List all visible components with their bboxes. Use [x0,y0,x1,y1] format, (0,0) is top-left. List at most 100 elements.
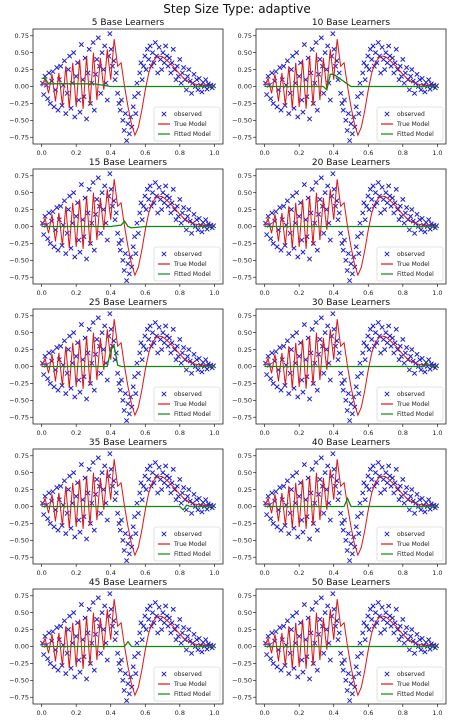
observed-point [331,46,337,52]
observed-point [335,357,341,363]
observed-point [134,500,140,506]
true-model-line [264,319,438,417]
observed-point [296,213,302,219]
observed-point [375,179,381,186]
observed-point [71,610,77,616]
observed-point [331,466,337,472]
y-tick-label: −0.50 [9,537,29,545]
observed-point [143,67,149,73]
observed-point [173,497,179,503]
observed-point [422,369,428,375]
observed-point [58,623,64,629]
observed-point [375,599,381,606]
observed-point [120,117,126,123]
observed-point [117,107,123,113]
x-tick-label: 0.2 [294,709,304,717]
observed-point [58,483,64,489]
observed-point [376,53,383,59]
y-tick-label: −0.25 [9,240,29,248]
observed-point [61,58,67,64]
legend-label: observed [397,251,425,258]
legend: observed True Model Fitted Model [376,246,444,282]
observed-point [353,384,359,390]
x-tick-label: 1.0 [432,289,442,297]
observed-point [372,610,379,616]
observed-point [138,480,144,486]
observed-point [396,497,402,503]
y-tick-label: 0.00 [238,83,252,91]
observed-point [286,251,292,257]
observed-point [353,244,359,250]
observed-point [357,220,363,226]
observed-point [159,347,165,353]
observed-point [199,89,205,95]
legend-box [153,106,221,142]
observed-point [67,473,73,479]
x-tick-label: 0.6 [363,289,373,297]
observed-point [372,470,379,476]
observed-point [281,63,287,69]
observed-point [417,637,423,643]
observed-point [374,60,380,66]
observed-point [115,510,121,516]
observed-point [277,345,283,351]
observed-point [277,65,283,71]
observed-point [294,50,300,56]
observed-point [273,349,279,355]
fitted-model-line [264,496,438,508]
observed-point [137,350,143,356]
observed-point [99,50,105,56]
observed-point [151,340,157,346]
observed-point [128,394,134,400]
true-model-line [264,39,438,137]
y-tick-label: 0.50 [238,609,252,617]
observed-point [67,193,73,199]
observed-point [327,97,333,103]
observed-point [116,520,122,526]
observed-point [135,370,141,376]
observed-point [63,111,69,117]
observed-point [64,90,70,96]
observed-point [408,213,414,219]
observed-point [362,497,368,503]
legend-box [376,246,444,282]
subplot-title: 10 Base Learners [312,18,390,28]
observed-point [118,657,124,663]
y-tick-label: −0.75 [232,133,252,141]
observed-point [183,87,189,93]
observed-point [400,336,406,342]
legend-marker-observed [384,531,390,537]
observed-point [344,687,350,694]
observed-point [313,319,319,326]
observed-point [102,603,108,609]
observed-point [339,240,345,246]
observed-point [321,650,327,656]
observed-point [349,271,355,277]
x-tick-label: 1.0 [432,569,442,577]
observed-point [393,186,399,192]
observed-point [286,111,292,117]
observed-point [287,370,293,376]
observed-point [269,490,275,496]
x-tick-label: 0.6 [140,289,150,297]
observed-point [116,660,122,666]
legend-label: Fitted Model [174,131,211,138]
observed-point [128,254,134,260]
observed-point [109,63,116,69]
observed-point [281,203,287,209]
observed-point [388,203,394,209]
observed-point [135,230,141,236]
observed-point [379,324,385,330]
observed-point [344,547,350,554]
observed-point [366,347,372,353]
observed-point [173,357,179,363]
observed-point [402,210,408,216]
observed-point [185,633,191,639]
subplot-title: 40 Base Learners [312,438,390,448]
observed-point [417,357,423,363]
y-tick-label: 0.00 [238,223,252,231]
observed-point [112,637,118,643]
observed-point [351,394,357,400]
observed-point [65,207,71,213]
y-tick-label: −0.25 [9,380,29,388]
